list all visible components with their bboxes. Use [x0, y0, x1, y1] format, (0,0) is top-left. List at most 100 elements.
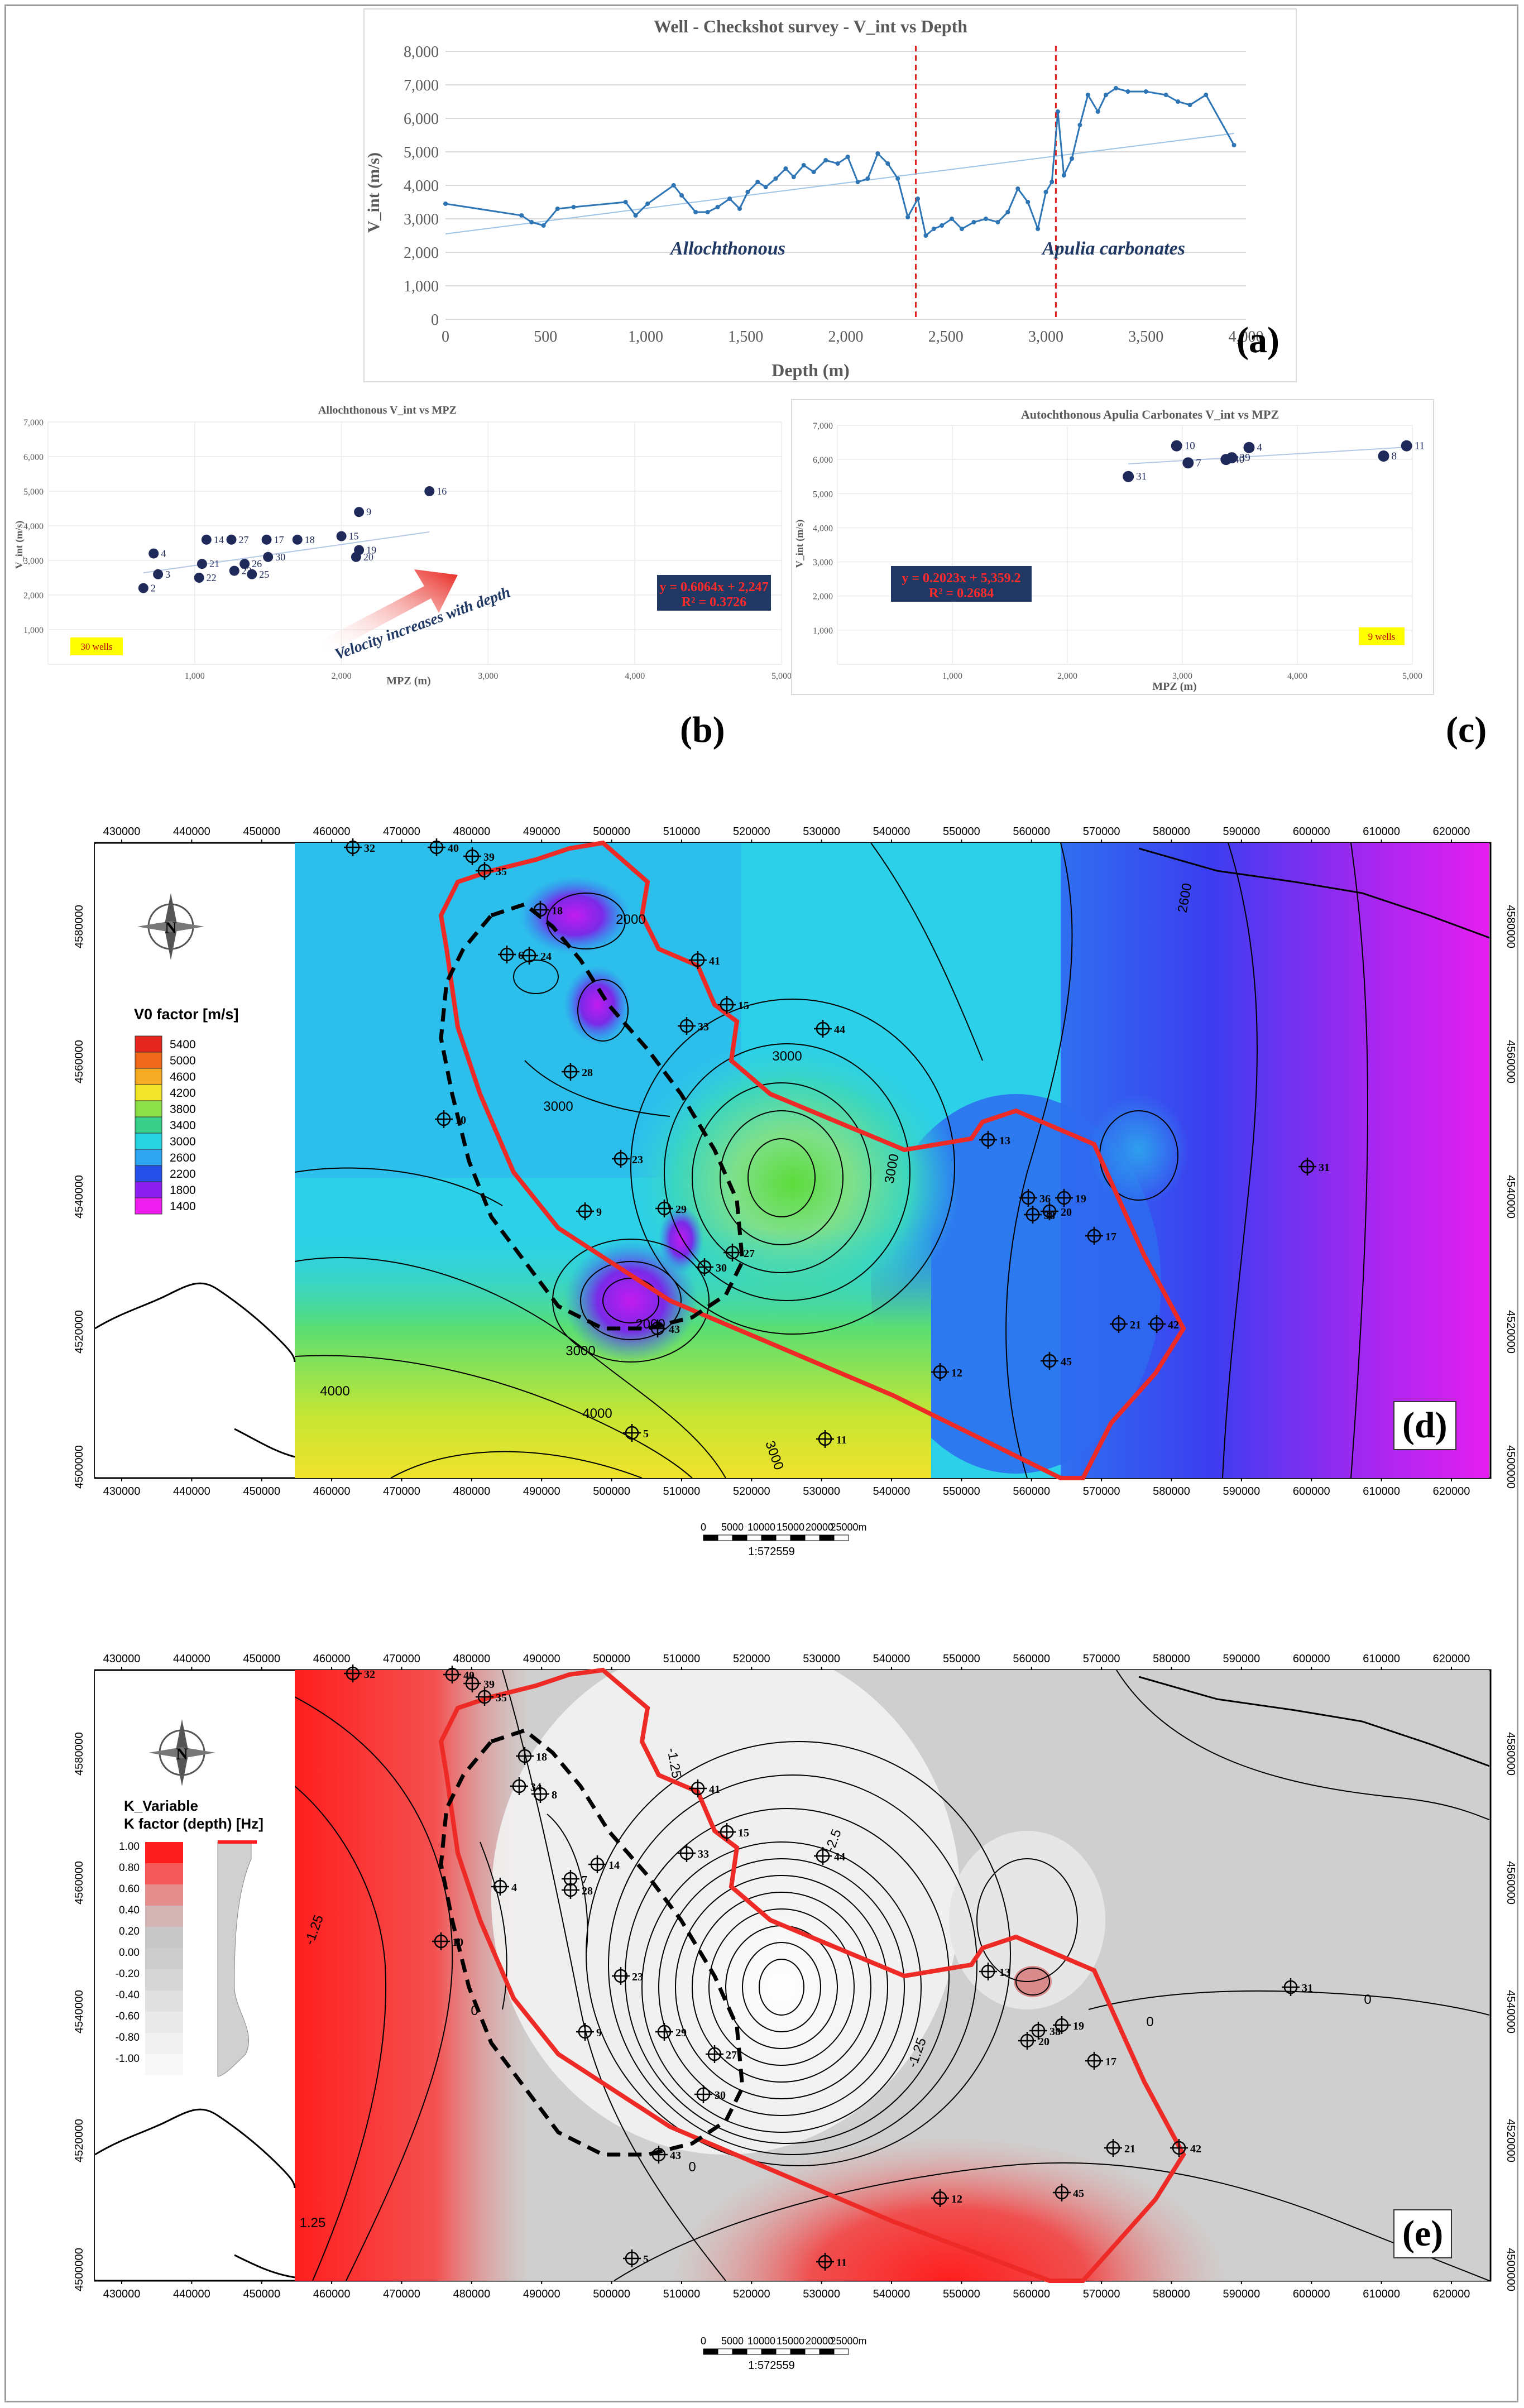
- panel-e-x-tick-top: 470000: [383, 1653, 420, 1665]
- panel-d-coast-line: [1138, 847, 1489, 939]
- panel-a-data-point: [865, 176, 870, 181]
- panel-b-data-point: [239, 559, 250, 569]
- panel-d-contour-label: 2000: [635, 1317, 665, 1332]
- panel-e-well-marker: 45: [1053, 2184, 1084, 2201]
- panel-e-legend-swatch: [145, 1969, 183, 1990]
- panel-e-y-tick-left: 4540000: [73, 1990, 85, 2033]
- panel-d-well-marker: 33: [678, 1017, 709, 1035]
- panel-d-well-marker: 45: [1041, 1352, 1072, 1370]
- panel-a-data-point: [1113, 86, 1118, 90]
- panel-e-well-marker: 41: [689, 1779, 720, 1797]
- panel-e-contour-label: 0: [688, 2160, 696, 2175]
- panel-d-x-tick-top: 580000: [1153, 826, 1190, 838]
- panel-e-well-label: 9: [596, 2027, 602, 2039]
- panel-label-e: (e): [1393, 2209, 1453, 2258]
- panel-b-point-label: 17: [274, 534, 284, 545]
- panel-a-data-point: [737, 207, 742, 211]
- panel-c-data-point: [1378, 450, 1389, 462]
- panel-d-legend-swatch: [135, 1084, 162, 1101]
- panel-c-point-label: 4: [1257, 442, 1262, 454]
- panel-e-x-tick-bottom: 610000: [1363, 2288, 1400, 2300]
- figure-frame: [4, 4, 1518, 2402]
- panel-e-well-label: 8: [552, 1789, 557, 1801]
- panel-d-scale-text: 1:572559: [748, 1546, 794, 1558]
- panel-e-south-high: [670, 2136, 1228, 2281]
- panel-d-well-label: 39: [483, 851, 495, 864]
- panel-e-y-tick-right: 4540000: [1504, 1990, 1517, 2033]
- panel-d-contour-label: 3000: [565, 1344, 595, 1359]
- panel-a-data-point: [940, 223, 945, 228]
- panel-c-data-point: [1243, 442, 1255, 453]
- panel-e-coast-line: [1138, 1676, 1489, 1767]
- panel-a-data-point: [705, 210, 710, 214]
- panel-c-title: Autochthonous Apulia Carbonates V_int vs…: [1021, 407, 1279, 421]
- panel-d-contour-label: 4000: [320, 1384, 349, 1399]
- panel-d-well-marker: 21: [1110, 1315, 1141, 1333]
- panel-e-well-label: 20: [1038, 2036, 1049, 2048]
- panel-d-well-marker: 23: [612, 1150, 643, 1168]
- panel-e-legend-title: K_Variable: [124, 1797, 198, 1814]
- panel-d-x-tick-top: 560000: [1013, 826, 1050, 838]
- panel-e-contour-label: 1.25: [300, 2215, 326, 2230]
- panel-d-x-tick-top: 550000: [943, 826, 980, 838]
- panel-d-scale-segment: [746, 1534, 762, 1541]
- panel-d-x-tick-top: 490000: [523, 826, 560, 838]
- panel-a-data-point: [783, 166, 788, 171]
- panel-e-well-marker: 9: [576, 2023, 602, 2041]
- panel-e-scale-segment: [804, 2348, 820, 2355]
- panel-d-scale-segment: [804, 1534, 820, 1541]
- panel-a-gridlines: [445, 51, 1246, 320]
- panel-d-x-tick-top: 570000: [1083, 826, 1120, 838]
- panel-d-legend-swatch: [135, 1100, 162, 1117]
- panel-d-legend-value: 3800: [170, 1103, 196, 1116]
- panel-b-point-label: 15: [349, 531, 359, 542]
- panel-b-point-label: 14: [214, 534, 224, 545]
- panel-d-x-tick-bottom: 480000: [453, 1485, 490, 1498]
- panel-b-x-tick: 3,000: [478, 671, 498, 681]
- panel-e-legend-value: -1.00: [116, 2053, 140, 2065]
- panel-a-data-point: [995, 220, 1000, 224]
- panel-e-scale-segment: [833, 2348, 849, 2355]
- panel-e-well-marker: 5: [623, 2249, 649, 2267]
- panel-e-x-tick-top: 510000: [663, 1653, 701, 1665]
- panel-e-x-tick-top: 450000: [243, 1653, 280, 1665]
- panel-d-dashed-boundary: [439, 902, 745, 1331]
- panel-d-well-label: 13: [999, 1135, 1010, 1147]
- panel-e-x-tick-top: 440000: [173, 1653, 210, 1665]
- panel-e-x-tick-bottom: 460000: [313, 2288, 351, 2300]
- panel-d-scale-segment: [790, 1534, 806, 1541]
- panel-e-well-label: 41: [709, 1783, 720, 1796]
- panel-a-data-point: [773, 176, 778, 181]
- panel-d-well-label: 40: [448, 842, 459, 855]
- panel-a-annotation-allochthonous: Allochthonous: [669, 238, 785, 259]
- panel-e-x-tick-bottom: 470000: [383, 2288, 420, 2300]
- panel-e-legend-swatch: [145, 1906, 183, 1927]
- panel-d-legend-value: 5000: [170, 1054, 196, 1067]
- panel-a-data-point: [1005, 210, 1010, 214]
- panel-b-data-point: [226, 534, 237, 545]
- panel-e-well-marker: 29: [655, 2023, 687, 2041]
- panel-a-x-tick: 1,000: [628, 328, 663, 346]
- panel-a-data-point: [1187, 103, 1192, 107]
- panel-b-data-point: [292, 534, 303, 545]
- panel-d-well-label: 36: [1039, 1193, 1051, 1205]
- panel-a-y-tick: 6,000: [404, 111, 439, 128]
- panel-c-point-label: 10: [1185, 440, 1195, 452]
- panel-b-x-tick: 4,000: [625, 671, 645, 681]
- panel-e-scale-segment: [790, 2348, 806, 2355]
- panel-e-well-label: 15: [738, 1827, 749, 1839]
- panel-e-well-marker: 28: [562, 1881, 593, 1899]
- panel-a-data-point: [1077, 123, 1082, 127]
- panel-a-x-tick-labels: 0 500 1,000 1,500 2,000 2,500 3,000 3,500 4,000: [442, 328, 1264, 346]
- panel-d-x-tick-top: 620000: [1433, 826, 1470, 838]
- panel-a-title: Well - Checkshot survey - V_int vs Depth: [654, 16, 967, 36]
- panel-e-legend-value: -0.80: [116, 2032, 140, 2044]
- panel-b-x-tick: 1,000: [185, 671, 205, 681]
- panel-a-data-point: [671, 183, 676, 188]
- panel-e-scale-label: 20000: [806, 2335, 833, 2347]
- panel-d-x-tick-bottom: 580000: [1153, 1485, 1190, 1498]
- panel-b-data-point: [261, 534, 272, 545]
- panel-e-legend-swatch: [145, 2033, 183, 2054]
- panel-a-data-point: [623, 200, 628, 204]
- panel-e-well-label: 32: [364, 1668, 375, 1681]
